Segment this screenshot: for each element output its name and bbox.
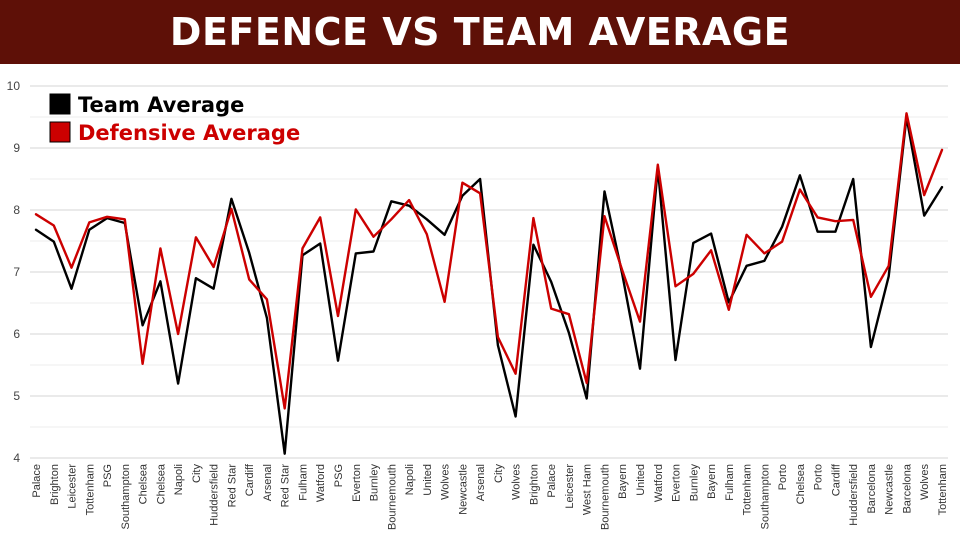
x-tick-label: City	[493, 464, 505, 483]
x-tick-label: Newcastle	[884, 464, 896, 515]
x-tick-label: Bayern	[617, 464, 629, 499]
x-axis-ticks: Palace Brighton Leicester Tottenham PSG South…	[31, 463, 949, 530]
x-tick-label: Southampton	[120, 464, 132, 529]
x-tick-label: Red Star	[226, 464, 238, 508]
x-tick-label: Wolves	[919, 464, 931, 500]
x-tick-label: Watford	[653, 464, 665, 502]
series-line-1	[34, 112, 944, 410]
x-tick-label: Everton	[351, 464, 363, 502]
y-tick-label: 4	[13, 451, 20, 465]
y-tick-label: 5	[13, 389, 20, 403]
x-tick-label: PSG	[333, 464, 345, 487]
legend-swatch	[49, 93, 71, 115]
x-tick-label: PSG	[102, 464, 114, 487]
y-tick-label: 8	[13, 203, 20, 217]
x-tick-label: Newcastle	[457, 464, 469, 515]
x-tick-label: Brighton	[528, 464, 540, 505]
y-tick-label: 9	[13, 141, 20, 155]
legend-label: Defensive Average	[78, 121, 300, 145]
legend: Team Average Defensive Average	[49, 93, 300, 145]
x-tick-label: Southampton	[759, 464, 771, 529]
x-tick-label: Napoli	[173, 464, 185, 495]
x-tick-label: Brighton	[49, 464, 61, 505]
header-bar: DEFENCE VS TEAM AVERAGE	[0, 0, 960, 64]
x-tick-label: Arsenal	[262, 464, 274, 501]
x-tick-label: Wolves	[511, 464, 523, 500]
x-tick-label: Palace	[31, 464, 43, 498]
x-tick-label: Palace	[546, 464, 558, 498]
series-line-0	[34, 115, 944, 455]
x-tick-label: Tottenham	[937, 464, 949, 515]
x-tick-label: Arsenal	[475, 464, 487, 501]
x-tick-label: Cardiff	[830, 463, 842, 496]
x-tick-label: Red Star	[280, 464, 292, 508]
x-tick-label: Burnley	[688, 464, 700, 502]
x-tick-label: Bournemouth	[599, 464, 611, 530]
x-tick-label: Leicester	[67, 464, 79, 509]
x-tick-label: Everton	[671, 464, 683, 502]
x-tick-label: Chelsea	[138, 463, 150, 504]
x-tick-label: Leicester	[564, 464, 576, 509]
x-tick-label: Huddersfield	[209, 464, 221, 526]
x-tick-label: United	[635, 464, 647, 496]
series-lines	[34, 112, 944, 455]
x-tick-label: Bayern	[706, 464, 718, 499]
x-tick-label: Bournemouth	[386, 464, 398, 530]
x-tick-label: Huddersfield	[848, 464, 860, 526]
x-tick-label: Porto	[777, 464, 789, 490]
x-tick-label: United	[422, 464, 434, 496]
y-axis-ticks: 4 5 6 7 8 9 10	[7, 79, 21, 465]
y-tick-label: 6	[13, 327, 20, 341]
x-tick-label: Barcelona	[866, 463, 878, 513]
x-tick-label: Fulham	[724, 464, 736, 501]
page-title: DEFENCE VS TEAM AVERAGE	[169, 10, 791, 54]
legend-swatch	[49, 121, 71, 143]
x-tick-label: West Ham	[582, 464, 594, 515]
x-tick-label: Burnley	[369, 464, 381, 502]
x-tick-label: Fulham	[297, 464, 309, 501]
x-tick-label: Chelsea	[155, 463, 167, 504]
x-tick-label: Cardiff	[244, 463, 256, 496]
x-tick-label: Tottenham	[84, 464, 96, 515]
x-tick-label: Napoli	[404, 464, 416, 495]
grid-lines	[30, 85, 948, 459]
x-tick-label: Wolves	[440, 464, 452, 500]
line-chart: 4 5 6 7 8 9 10 Palace Brighton Leicester Tottenha…	[7, 79, 949, 530]
y-tick-label: 10	[7, 79, 21, 93]
y-tick-label: 7	[13, 265, 20, 279]
x-tick-label: City	[191, 464, 203, 483]
x-tick-label: Tottenham	[742, 464, 754, 515]
x-tick-label: Porto	[813, 464, 825, 490]
legend-label: Team Average	[78, 93, 244, 117]
x-tick-label: Chelsea	[795, 463, 807, 504]
x-tick-label: Barcelona	[901, 463, 913, 513]
x-tick-label: Watford	[315, 464, 327, 502]
